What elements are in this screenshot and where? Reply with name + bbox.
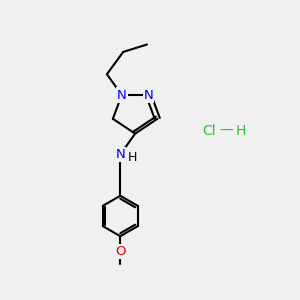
- Text: —: —: [219, 124, 233, 138]
- Text: N: N: [144, 88, 153, 101]
- Text: H: H: [236, 124, 246, 138]
- Text: O: O: [115, 245, 125, 258]
- Text: Cl: Cl: [202, 124, 216, 138]
- Text: H: H: [128, 151, 137, 164]
- Text: N: N: [117, 88, 127, 101]
- Text: N: N: [116, 148, 125, 161]
